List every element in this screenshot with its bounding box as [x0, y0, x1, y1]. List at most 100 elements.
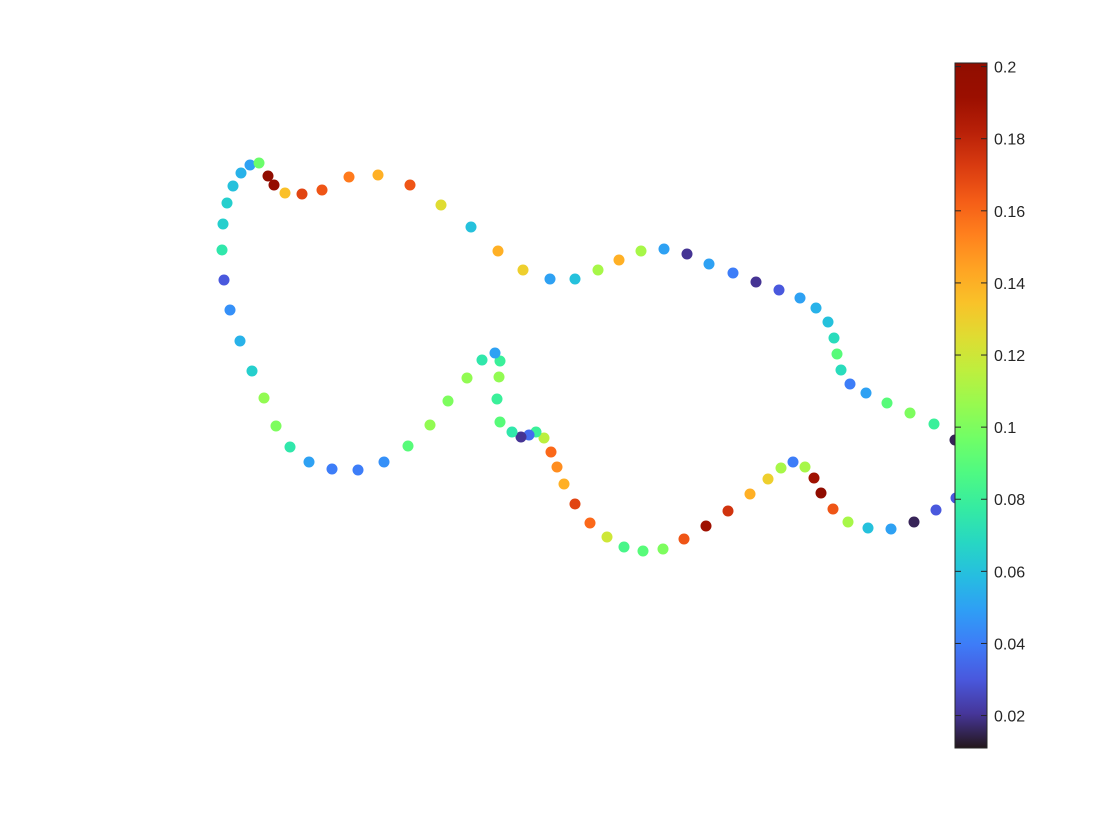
scatter-point-88: [224, 304, 236, 316]
scatter-point-75: [461, 372, 473, 384]
scatter-point-60: [569, 498, 581, 510]
scatter-point-1: [268, 179, 280, 191]
scatter-point-81: [326, 463, 338, 475]
scatter-point-22: [773, 284, 785, 296]
scatter-point-41: [885, 523, 897, 535]
scatter-point-77: [424, 419, 436, 431]
scatter-point-96: [253, 157, 265, 169]
scatter-point-93: [227, 180, 239, 192]
scatter-point-16: [635, 245, 647, 257]
colorbar: 0.02 0.04 0.06 0.08 0.1 0.12 0.14 0.16 0.18 0.2: [954, 60, 1025, 749]
colorbar-tick-label-6: 0.14: [994, 276, 1025, 293]
scatter-point-32: [904, 407, 916, 419]
scatter-point-57: [618, 541, 630, 553]
scatter-point-42: [862, 522, 874, 534]
scatter-point-18: [681, 248, 693, 260]
scatter-point-91: [217, 218, 229, 230]
scatter-point-51: [744, 488, 756, 500]
colorbar-tick-label-4: 0.1: [994, 420, 1016, 437]
colorbar-tick-label-2: 0.06: [994, 564, 1025, 581]
scatter-point-5: [343, 171, 355, 183]
scatter-point-94: [235, 167, 247, 179]
scatter-point-53: [700, 520, 712, 532]
scatter-point-80: [352, 464, 364, 476]
scatter-point-48: [787, 456, 799, 468]
scatter-point-56: [637, 545, 649, 557]
scatter-point-7: [404, 179, 416, 191]
scatter-point-73: [489, 347, 501, 359]
scatter-point-90: [216, 244, 228, 256]
scatter-point-12: [544, 273, 556, 285]
scatter-point-9: [465, 221, 477, 233]
scatter-point-58: [601, 531, 613, 543]
scatter-point-46: [808, 472, 820, 484]
scatter-point-85: [258, 392, 270, 404]
colorbar-ticks: 0.02 0.04 0.06 0.08 0.1 0.12 0.14 0.16 0.18 0.2: [955, 60, 1025, 726]
scatter-point-92: [221, 197, 233, 209]
scatter-plot-area: [216, 157, 979, 557]
colorbar-tick-label-0: 0.02: [994, 709, 1025, 726]
scatter-point-30: [860, 387, 872, 399]
scatter-point-67: [515, 431, 527, 443]
scatter-point-61: [558, 478, 570, 490]
scatter-point-20: [727, 267, 739, 279]
scatter-point-52: [722, 505, 734, 517]
scatter-point-89: [218, 274, 230, 286]
scatter-point-78: [402, 440, 414, 452]
scatter-point-63: [545, 446, 557, 458]
scatter-point-76: [442, 395, 454, 407]
scatter-point-13: [569, 273, 581, 285]
scatter-point-23: [794, 292, 806, 304]
scatter-point-15: [613, 254, 625, 266]
scatter-point-69: [494, 416, 506, 428]
scatter-point-59: [584, 517, 596, 529]
scatter-point-64: [538, 432, 550, 444]
colorbar-tick-label-3: 0.08: [994, 492, 1025, 509]
colorbar-tick-label-8: 0.18: [994, 132, 1025, 149]
scatter-point-40: [908, 516, 920, 528]
scatter-point-14: [592, 264, 604, 276]
scatter-point-83: [284, 441, 296, 453]
scatter-point-79: [378, 456, 390, 468]
scatter-point-19: [703, 258, 715, 270]
scatter-point-62: [551, 461, 563, 473]
scatter-point-84: [270, 420, 282, 432]
colorbar-tick-label-5: 0.12: [994, 348, 1025, 365]
scatter-point-10: [492, 245, 504, 257]
colorbar-gradient: [954, 62, 988, 749]
scatter-point-45: [815, 487, 827, 499]
scatter-point-39: [930, 504, 942, 516]
scatter-point-28: [835, 364, 847, 376]
colorbar-tick-label-9: 0.2: [994, 60, 1016, 77]
scatter-point-68: [506, 426, 518, 438]
scatter-point-25: [822, 316, 834, 328]
scatter-point-8: [435, 199, 447, 211]
scatter-point-72: [494, 355, 506, 367]
scatter-point-43: [842, 516, 854, 528]
scatter-point-29: [844, 378, 856, 390]
scatter-point-26: [828, 332, 840, 344]
scatter-point-24: [810, 302, 822, 314]
scatter-point-33: [928, 418, 940, 430]
scatter-point-4: [316, 184, 328, 196]
scatter-point-54: [678, 533, 690, 545]
scatter-point-3: [296, 188, 308, 200]
scatter-point-49: [775, 462, 787, 474]
scatter-point-44: [827, 503, 839, 515]
scatter-point-21: [750, 276, 762, 288]
scatter-point-47: [799, 461, 811, 473]
scatter-point-87: [234, 335, 246, 347]
scatter-point-0: [262, 170, 274, 182]
scatter-point-50: [762, 473, 774, 485]
scatter-point-74: [476, 354, 488, 366]
scatter-point-86: [246, 365, 258, 377]
scatter-point-55: [657, 543, 669, 555]
scatter-point-11: [517, 264, 529, 276]
scatter-point-82: [303, 456, 315, 468]
colorbar-tick-label-1: 0.04: [994, 636, 1025, 653]
scatter-point-71: [493, 371, 505, 383]
colorbar-tick-label-7: 0.16: [994, 204, 1025, 221]
scatter-point-95: [244, 159, 256, 171]
scatter-point-70: [491, 393, 503, 405]
